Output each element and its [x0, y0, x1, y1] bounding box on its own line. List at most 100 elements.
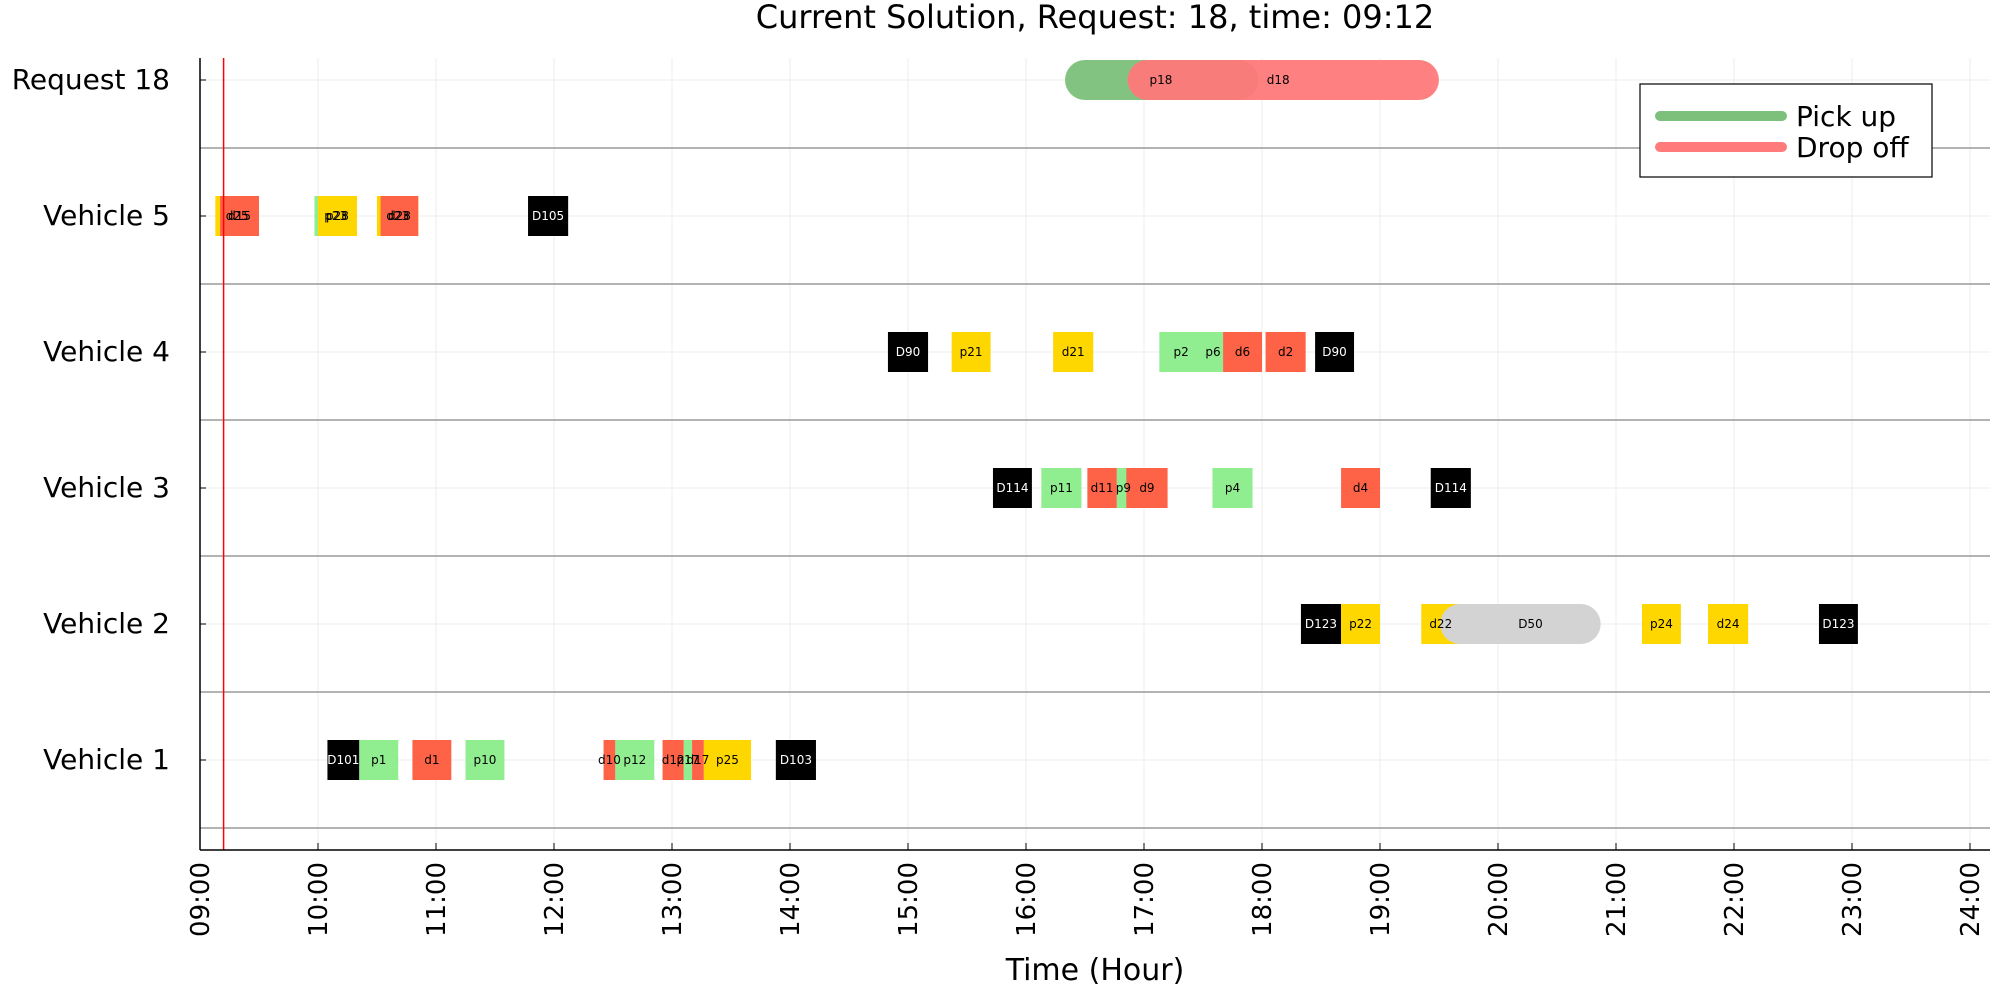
segment-label: d10	[598, 753, 621, 767]
segment-label: d21	[1062, 345, 1085, 359]
x-tick-label: 21:00	[1602, 862, 1632, 937]
request-window-label: p18	[1150, 73, 1173, 87]
segment-d28	[380, 196, 419, 236]
x-tick-label: 22:00	[1720, 862, 1750, 937]
x-tick-label: 17:00	[1130, 862, 1160, 937]
segment-D103	[775, 740, 816, 780]
segment-D105	[528, 196, 569, 236]
segment-label: D114	[996, 481, 1028, 495]
segment-d6	[1223, 332, 1262, 372]
x-tick-label: 24:00	[1956, 862, 1986, 937]
segment-d2	[1265, 332, 1306, 372]
segment-p17	[683, 740, 693, 780]
segment-D90	[1315, 332, 1355, 372]
segment-label: p4	[1225, 481, 1240, 495]
segment-label: d4	[1353, 481, 1368, 495]
segment-label: p28	[326, 209, 349, 223]
segment-label: d15	[228, 209, 251, 223]
segment-label: d24	[1717, 617, 1740, 631]
segment-D114	[1430, 468, 1471, 508]
segment-label: p22	[1349, 617, 1372, 631]
segment-label: p24	[1650, 617, 1673, 631]
segment-label: d22	[1429, 617, 1452, 631]
segment-d15	[220, 196, 259, 236]
y-tick-label: Vehicle 5	[43, 199, 170, 232]
segment-label: d12	[662, 753, 685, 767]
x-tick-label: 12:00	[540, 862, 570, 937]
segment-D114	[992, 468, 1032, 508]
segment-p1	[359, 740, 399, 780]
legend-label: Pick up	[1796, 100, 1896, 133]
segment-label: d6	[1235, 345, 1250, 359]
segment-d11	[1087, 468, 1117, 508]
segment-label: D105	[532, 209, 564, 223]
segment-d24	[1708, 604, 1749, 644]
segment-p12	[615, 740, 655, 780]
segment-label: d9	[1139, 481, 1154, 495]
segment-p4	[1212, 468, 1253, 508]
x-tick-label: 13:00	[658, 862, 688, 937]
segment-p11	[1041, 468, 1082, 508]
segment-edge	[1460, 604, 1481, 644]
x-tick-label: 16:00	[1012, 862, 1042, 937]
segment-label: D101	[327, 753, 359, 767]
segment-D101	[327, 740, 360, 780]
segment-label: D90	[1322, 345, 1347, 359]
segment-d17	[692, 740, 704, 780]
segment-label: d2	[1278, 345, 1293, 359]
x-tick-label: 18:00	[1248, 862, 1278, 937]
segment-label: d11	[1091, 481, 1114, 495]
segment-label: D90	[896, 345, 921, 359]
segment-p28	[318, 196, 357, 236]
segment-label: p1	[371, 753, 386, 767]
chart-title: Current Solution, Request: 18, time: 09:…	[756, 0, 1435, 36]
x-tick-label: 10:00	[304, 862, 334, 937]
x-axis-label: Time (Hour)	[1005, 953, 1185, 988]
y-tick-label: Request 18	[12, 63, 170, 96]
y-tick-label: Vehicle 4	[43, 335, 170, 368]
segment-label: d1	[424, 753, 439, 767]
x-tick-label: 23:00	[1838, 862, 1868, 937]
segment-label: p2	[1174, 345, 1189, 359]
segment-d9	[1126, 468, 1168, 508]
segment-p24	[1641, 604, 1681, 644]
segment-d1	[412, 740, 452, 780]
request-window-label: d18	[1267, 73, 1290, 87]
y-tick-label: Vehicle 3	[43, 471, 170, 504]
segment-label: D123	[1305, 617, 1337, 631]
segment-d4	[1341, 468, 1380, 508]
segment-p21	[951, 332, 991, 372]
segment-d12	[662, 740, 684, 780]
segment-label: D114	[1435, 481, 1467, 495]
segment-D123	[1818, 604, 1858, 644]
segment-label: d28	[388, 209, 411, 223]
segment-d10	[603, 740, 616, 780]
segment-label: d25	[226, 209, 249, 223]
segment-label: p10	[474, 753, 497, 767]
segment-p10	[465, 740, 505, 780]
segment-D90	[887, 332, 929, 372]
segment-label: D123	[1822, 617, 1854, 631]
segment-p25	[703, 740, 752, 780]
x-tick-label: 20:00	[1484, 862, 1514, 937]
segment-label: d23	[386, 209, 409, 223]
x-tick-label: 14:00	[776, 862, 806, 937]
legend-box	[1639, 83, 1933, 178]
y-tick-label: Vehicle 2	[43, 607, 170, 640]
segment-label: p12	[623, 753, 646, 767]
segment-D123	[1300, 604, 1342, 644]
legend-label: Drop off	[1796, 131, 1909, 164]
segment-p2	[1159, 332, 1203, 372]
segment-label: p17	[676, 753, 699, 767]
segment-label: p21	[960, 345, 983, 359]
x-tick-label: 19:00	[1366, 862, 1396, 937]
segment-p6	[1203, 332, 1224, 372]
segment-label: p6	[1205, 345, 1220, 359]
axes: Request 18 Vehicle 5 Vehicle 4 Vehicle 3 Veh…	[12, 58, 1990, 937]
segment-label: p23	[324, 209, 347, 223]
segment-label: d17	[687, 753, 710, 767]
x-tick-label: 09:00	[186, 862, 216, 937]
